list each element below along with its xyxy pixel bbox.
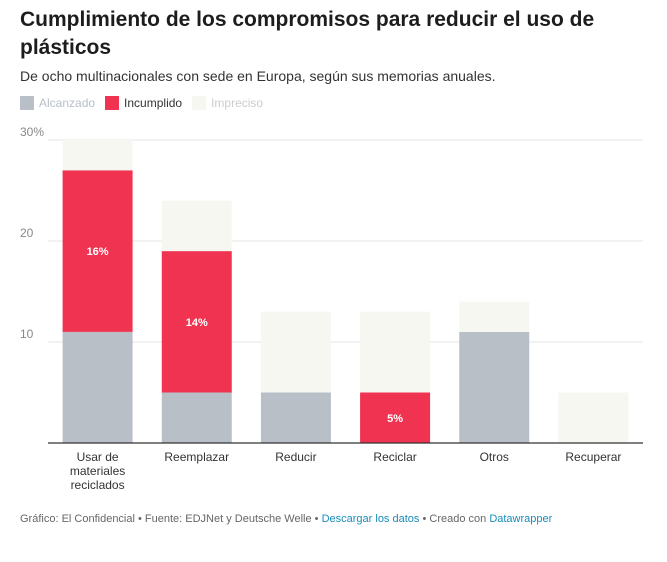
- download-data-link[interactable]: Descargar los datos: [321, 513, 420, 525]
- stacked-bar-chart: 10 20 30% 16% Usar de materiales reciclados 14%…: [20, 125, 643, 492]
- legend-label-alcanzado: Alcanzado: [39, 96, 96, 110]
- legend-label-impreciso: Impreciso: [211, 96, 264, 110]
- bar-alcanzado-1: [161, 392, 232, 443]
- legend-label-incumplido: Incumplido: [124, 96, 183, 110]
- footer: Gráfico: El Confidencial • Fuente: EDJNe…: [20, 513, 552, 525]
- data-label-1: 14%: [186, 317, 208, 329]
- data-label-0: 16%: [87, 246, 109, 258]
- datawrapper-link[interactable]: Datawrapper: [489, 513, 553, 525]
- legend-item-impreciso: Impreciso: [192, 96, 263, 110]
- bar-impreciso-0: [62, 140, 133, 171]
- legend-swatch-alcanzado: [20, 96, 34, 110]
- x-tick-label-3: Reciclar: [373, 450, 416, 464]
- bar-impreciso-1: [161, 200, 232, 252]
- footer-credits: Gráfico: El Confidencial • Fuente: EDJNe…: [20, 513, 319, 525]
- chart-subtitle: De ocho multinacionales con sede en Euro…: [20, 68, 496, 84]
- y-tick-label-30: 30%: [20, 125, 44, 139]
- legend-item-alcanzado: Alcanzado: [20, 96, 95, 110]
- bar-impreciso-5: [558, 392, 629, 443]
- bar-alcanzado-2: [260, 392, 331, 443]
- bar-impreciso-2: [260, 311, 331, 393]
- bar-impreciso-3: [360, 311, 431, 393]
- x-tick-label-5: Recuperar: [565, 450, 621, 464]
- bar-incumplido-1: [161, 251, 232, 393]
- y-tick-label-10: 10: [20, 327, 34, 341]
- legend-item-incumplido: Incumplido: [105, 96, 182, 110]
- legend: Alcanzado Incumplido Impreciso: [20, 96, 273, 110]
- legend-swatch-impreciso: [192, 96, 207, 110]
- bar-alcanzado-0: [62, 331, 133, 443]
- chart-title: Cumplimiento de los compromisos para red…: [20, 8, 595, 59]
- bar-alcanzado-4: [459, 331, 530, 443]
- bar-incumplido-0: [62, 170, 133, 332]
- bar-impreciso-4: [459, 301, 530, 332]
- legend-swatch-incumplido: [105, 96, 120, 110]
- x-tick-label-4: Otros: [480, 450, 509, 464]
- x-tick-label-2: Reducir: [275, 450, 316, 464]
- bar-incumplido-3: [360, 392, 431, 443]
- x-tick-label-0: Usar de materiales reciclados: [70, 450, 125, 492]
- y-tick-label-20: 20: [20, 226, 34, 240]
- footer-separator: • Creado con: [422, 513, 487, 525]
- data-label-3: 5%: [387, 413, 403, 425]
- x-tick-label-1: Reemplazar: [164, 450, 229, 464]
